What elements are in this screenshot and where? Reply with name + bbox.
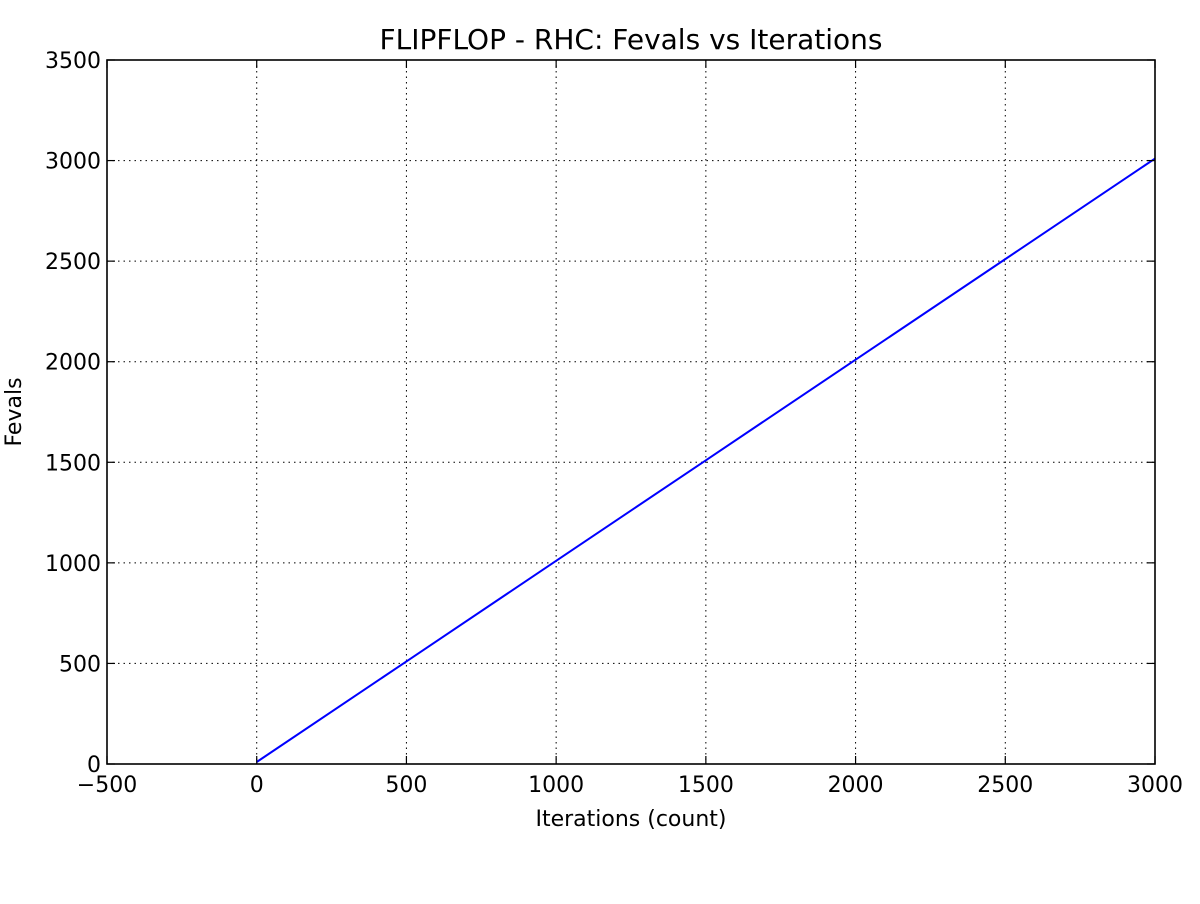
- y-tick-label: 2000: [45, 351, 101, 376]
- y-tick-label: 1500: [45, 451, 101, 476]
- y-tick-label: 500: [59, 652, 101, 677]
- y-tick-label: 0: [87, 753, 101, 778]
- ticks-layer: −500 0 500 1000 1500 2000 2500 3000050010001500…: [45, 49, 1183, 798]
- x-tick-label: 500: [385, 773, 427, 798]
- plot-frame: [106, 59, 1156, 765]
- x-tick-label: 0: [250, 773, 264, 798]
- x-tick-label: 1500: [678, 773, 734, 798]
- y-tick-label: 1000: [45, 552, 101, 577]
- grid-layer: [107, 60, 1155, 764]
- y-axis-label: Fevals: [2, 377, 27, 446]
- y-tick-label: 2500: [45, 250, 101, 275]
- series-layer: [256, 157, 1156, 763]
- series-line-0: [256, 157, 1156, 763]
- x-tick-label: 1000: [528, 773, 584, 798]
- chart-title: FLIPFLOP - RHC: Fevals vs Iterations: [380, 23, 883, 56]
- x-tick-label: −500: [77, 773, 137, 798]
- x-tick-label: 2500: [977, 773, 1033, 798]
- x-tick-label: 2000: [828, 773, 884, 798]
- x-axis-label: Iterations (count): [535, 807, 726, 832]
- y-tick-label: 3500: [45, 49, 101, 74]
- y-tick-label: 3000: [45, 150, 101, 175]
- x-tick-label: 3000: [1127, 773, 1183, 798]
